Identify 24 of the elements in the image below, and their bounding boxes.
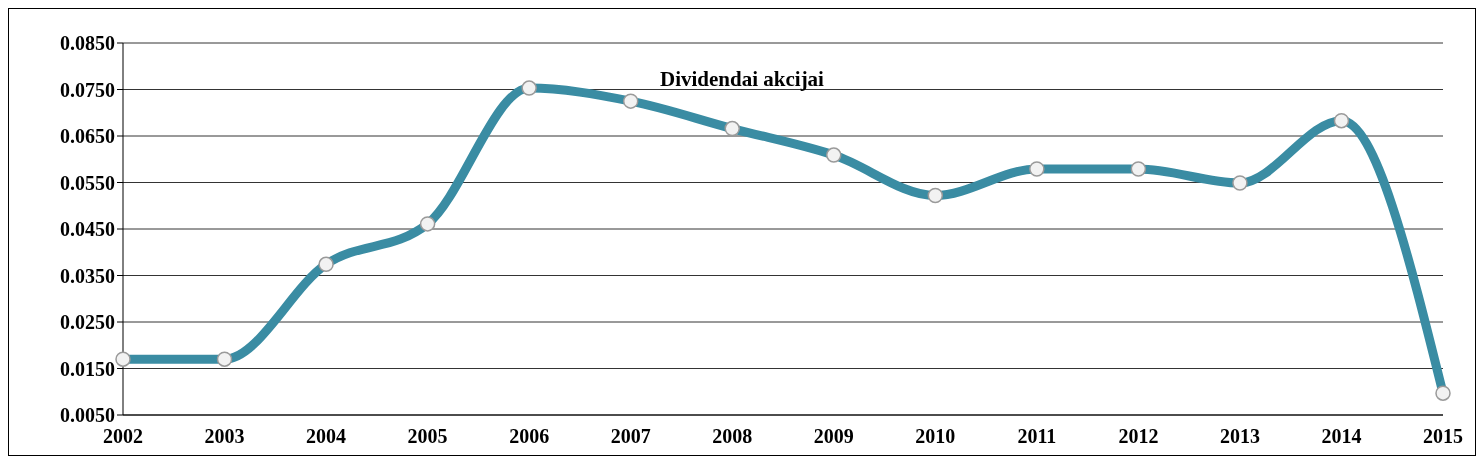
x-tick-label: 2003: [204, 425, 245, 448]
y-tick-label: 0.0450: [60, 218, 115, 241]
y-tick-label: 0.0850: [60, 32, 115, 55]
y-tick-label: 0.0150: [60, 357, 115, 380]
x-tick-label: 2009: [813, 425, 854, 448]
x-tick-label: 2004: [306, 425, 347, 448]
y-tick-label: 0.0050: [60, 404, 115, 427]
y-tick-label: 0.0250: [60, 311, 115, 334]
x-tick-label: 2011: [1017, 425, 1057, 448]
x-tick-label: 2002: [103, 425, 143, 448]
x-tick-label: 2012: [1118, 425, 1159, 448]
x-tick-label: 2008: [712, 425, 753, 448]
y-tick-label: 0.0750: [60, 78, 115, 101]
x-tick-label: 2014: [1321, 425, 1362, 448]
y-tick-label: 0.0550: [60, 171, 115, 194]
y-tick-label: 0.0350: [60, 264, 115, 287]
text: Dividendai akcijai: [660, 67, 824, 91]
x-tick-label: 2007: [610, 425, 651, 448]
x-tick-label: 2015: [1423, 425, 1463, 448]
y-tick-label: 0.0650: [60, 125, 115, 148]
x-tick-label: 2010: [915, 425, 956, 448]
x-tick-label: 2005: [407, 425, 448, 448]
x-tick-label: 2013: [1219, 425, 1260, 448]
x-tick-label: 2006: [509, 425, 550, 448]
